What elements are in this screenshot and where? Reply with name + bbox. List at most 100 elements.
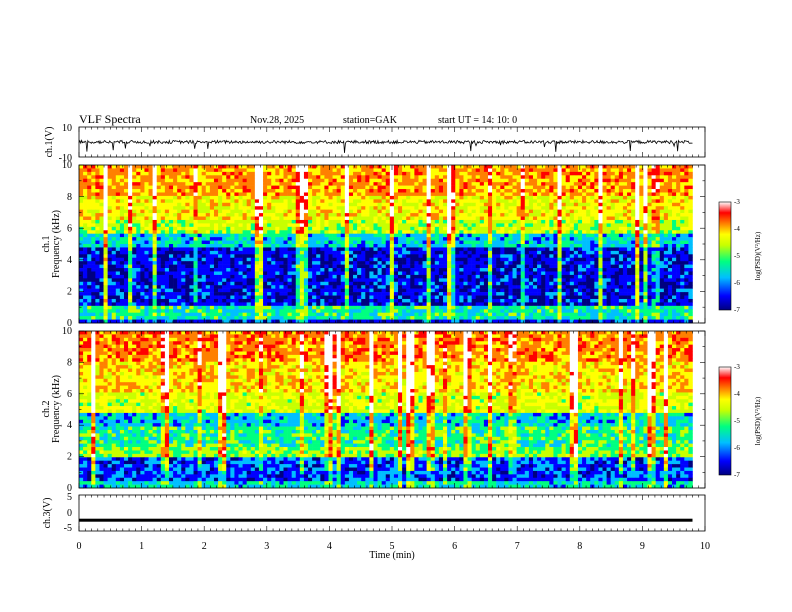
ch1-spectrogram-cell: [226, 254, 231, 259]
ch1-spectrogram-cell: [283, 178, 288, 183]
ch1-spectrogram-cell: [655, 250, 661, 255]
ch1-spectrogram-cell: [455, 254, 460, 259]
ch1-spectrogram-cell: [447, 223, 452, 228]
ch1-spectrogram-cell: [537, 171, 542, 176]
ch1-spectrogram-cell: [414, 165, 419, 169]
ch1-spectrogram-cell: [602, 226, 607, 231]
ch1-spectrogram-cell: [447, 175, 452, 180]
ch1-spectrogram-cell: [373, 171, 378, 176]
ch1-spectrogram-cell: [193, 254, 198, 259]
ch1-spectrogram-cell: [361, 230, 366, 234]
ch1-spectrogram-cell: [659, 244, 665, 248]
ch1-spectrogram-cell: [205, 206, 211, 210]
ch1-spectrogram-cell: [647, 206, 652, 210]
ch1-spectrogram-cell: [492, 237, 497, 241]
ch1-spectrogram-cell: [459, 168, 464, 173]
ch1-spectrogram-cell: [627, 216, 632, 221]
ch1-spectrogram-cell: [156, 185, 162, 190]
ch1-spectrogram-cell: [181, 226, 186, 231]
ch1-spectrogram-cell: [369, 250, 374, 255]
ch1-spectrogram-cell: [258, 192, 264, 197]
ch1-spectrogram-cell: [205, 219, 211, 224]
ch1-spectrogram-cell: [246, 226, 252, 231]
ch1-spectrogram-cell: [242, 165, 247, 169]
ch1-spectrogram-cell: [622, 233, 628, 238]
ch1-spectrogram-cell: [369, 223, 374, 228]
ch1-spectrogram-cell: [140, 219, 145, 224]
ch1-spectrogram-cell: [316, 247, 321, 252]
ch1-spectrogram-cell: [254, 178, 260, 183]
ch1-spectrogram-cell: [455, 189, 460, 193]
ch1-spectrogram-cell: [250, 250, 256, 255]
ch1-spectrogram-cell: [132, 209, 137, 214]
ch1-spectrogram-cell: [614, 178, 620, 183]
ch1-spectrogram-cell: [140, 254, 145, 259]
ch1-spectrogram-cell: [492, 233, 497, 238]
ch1-spectrogram-cell: [111, 261, 117, 265]
ch1-spectrogram-cell: [193, 237, 198, 241]
ch1-spectrogram-cell: [483, 223, 489, 228]
ch1-spectrogram-cell: [230, 165, 235, 169]
ch1-spectrogram-cell: [308, 182, 313, 186]
ch1-spectrogram-cell: [627, 257, 632, 262]
ch1-spectrogram-cell: [160, 274, 166, 279]
ch1-spectrogram-cell: [197, 171, 202, 176]
ch1-spectrogram-cell: [512, 264, 517, 269]
ch1-spectrogram-cell: [381, 165, 387, 169]
ch1-spectrogram-cell: [267, 240, 272, 245]
ch1-spectrogram-cell: [406, 195, 411, 200]
ch1-spectrogram-cell: [123, 189, 129, 193]
ch1-spectrogram-cell: [496, 192, 501, 197]
ch1-spectrogram-cell: [193, 257, 198, 262]
ch1-spectrogram-cell: [373, 216, 378, 221]
ch1-spectrogram-cell: [353, 237, 358, 241]
ch1-spectrogram-cell: [561, 175, 566, 180]
ch1-spectrogram-cell: [201, 226, 207, 231]
ch1-spectrogram-cell: [434, 247, 440, 252]
ch1-spectrogram-cell: [582, 171, 587, 176]
ch1-spectrogram-cell: [119, 244, 125, 248]
ch1-spectrogram-cell: [406, 171, 411, 176]
ch1-spectrogram-cell: [377, 213, 382, 217]
ch1-spectrogram-cell: [83, 209, 88, 214]
ch1-spectrogram-cell: [205, 171, 211, 176]
ch1-spectrogram-cell: [205, 178, 211, 183]
ch1-spectrogram-cell: [672, 226, 677, 231]
ch1-spectrogram-cell: [308, 226, 313, 231]
ch1-spectrogram-cell: [238, 230, 243, 234]
ch1-spectrogram-cell: [492, 257, 497, 262]
ch1-spectrogram-cell: [430, 271, 436, 276]
ch1-spectrogram-cell: [676, 165, 681, 169]
ch1-spectrogram-cell: [332, 237, 337, 241]
ch1-spectrogram-cell: [655, 264, 661, 269]
ch1-spectrogram-cell: [655, 192, 661, 197]
ch1-spectrogram-cell: [324, 168, 329, 173]
ch1-spectrogram-cell: [308, 202, 313, 207]
ch1-spectrogram-cell: [181, 192, 186, 197]
ch1-spectrogram-cell: [181, 195, 186, 200]
ch1-spectrogram-cell: [164, 192, 170, 197]
ch1-spectrogram-cell: [83, 199, 88, 204]
ch1-spectrogram-cell: [168, 268, 174, 272]
ch1-spectrogram-cell: [385, 257, 391, 262]
ch1-spectrogram-cell: [402, 254, 407, 259]
ch1-spectrogram-cell: [385, 192, 391, 197]
ch1-spectrogram-cell: [508, 213, 513, 217]
ch1-spectrogram-cell: [430, 237, 436, 241]
ch1-spectrogram-cell: [504, 250, 509, 255]
ch1-spectrogram-cell: [586, 268, 591, 272]
ch1-spectrogram-cell: [91, 206, 96, 210]
ch1-spectrogram-cell: [128, 202, 133, 207]
ch1-spectrogram-cell: [353, 223, 358, 228]
ch1-spectrogram-cell: [164, 257, 170, 262]
ch1-spectrogram-cell: [471, 223, 477, 228]
ch1-spectrogram-cell: [189, 209, 194, 214]
ch1-spectrogram-cell: [622, 171, 628, 176]
ch1-spectrogram-cell: [582, 209, 587, 214]
ch1-spectrogram-cell: [643, 261, 648, 265]
ch1-spectrogram-cell: [287, 226, 292, 231]
ch1-spectrogram-cell: [344, 209, 350, 214]
ch1-spectrogram-cell: [512, 178, 517, 183]
ch1-spectrogram-cell: [156, 226, 162, 231]
ch1-spectrogram-cell: [586, 182, 591, 186]
